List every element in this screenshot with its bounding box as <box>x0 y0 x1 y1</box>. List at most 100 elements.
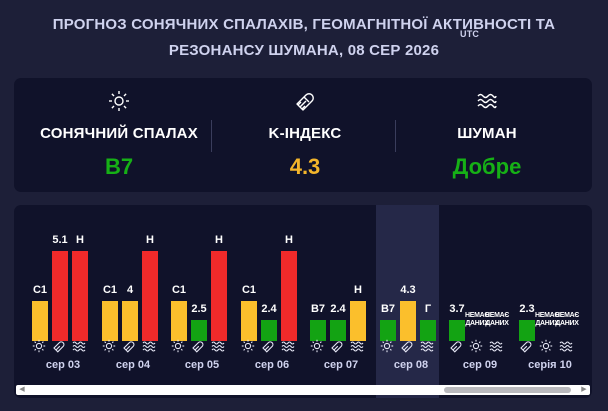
scroll-left-arrow-icon[interactable]: ◀ <box>19 386 25 393</box>
bar-value-label: C1 <box>171 284 187 296</box>
indicator-icons <box>32 339 96 355</box>
bar-value-label: Н <box>146 234 154 246</box>
schumann-value: Добре <box>452 154 522 179</box>
page-title: ПРОГНОЗ СОНЯЧНИХ СПАЛАХІВ, ГЕОМАГНІТНОЇ … <box>0 12 608 64</box>
magnet-icon <box>123 341 135 353</box>
forecast-bar <box>400 301 416 341</box>
forecast-bar <box>72 251 88 341</box>
forecast-bar <box>350 301 366 341</box>
indicator-icons <box>449 339 513 355</box>
forecast-bar <box>420 320 436 341</box>
bar-value-label: 2.4 <box>330 303 346 315</box>
title-line-2-wrap: РЕЗОНАНСУ ШУМАНА, 08 СЕР 2026 UTC <box>168 29 479 64</box>
divider <box>211 120 212 152</box>
bar-value-label: 3.7 <box>449 303 465 315</box>
magnet-icon <box>213 90 397 112</box>
day-label: сер 06 <box>254 359 290 371</box>
forecast-bar <box>449 320 465 341</box>
bar-value-label: 4.3 <box>400 284 416 296</box>
k-index-label: K-ІНДЕКС <box>268 125 342 142</box>
bar-value-label: Г <box>424 303 432 315</box>
sun-icon <box>14 90 224 112</box>
solar-flare-metric: СОНЯЧНИЙ СПАЛАХ B7 <box>14 78 224 192</box>
schumann-metric: ШУМАН Добре <box>397 78 577 192</box>
bar-value-label: НЕМАЄ ДАНИХ <box>534 312 560 327</box>
sun-icon <box>380 339 394 353</box>
bar-value-label: 4 <box>126 284 134 296</box>
bar-value-label: Н <box>285 234 293 246</box>
sun-icon <box>469 339 483 353</box>
title-line-1: ПРОГНОЗ СОНЯЧНИХ СПАЛАХІВ, ГЕОМАГНІТНОЇ … <box>52 16 556 33</box>
forecast-bar <box>330 320 346 341</box>
forecast-bar <box>380 320 396 341</box>
k-index-value: 4.3 <box>289 154 321 179</box>
indicator-icons <box>102 339 166 355</box>
bar-value-label: НЕМАЄ ДАНИХ <box>484 312 510 327</box>
summary-panel: СОНЯЧНИЙ СПАЛАХ B7 K-ІНДЕКС 4.3 ШУМАН До… <box>14 78 592 192</box>
forecast-bar <box>281 251 297 341</box>
bar-value-label: B7 <box>310 303 326 315</box>
indicator-icons <box>171 339 235 355</box>
forecast-bar <box>211 251 227 341</box>
forecast-bar <box>191 320 207 341</box>
timezone-label: UTC <box>460 29 480 39</box>
horizontal-scrollbar[interactable]: ◀ ▶ <box>16 385 590 395</box>
bar-value-label: C1 <box>241 284 257 296</box>
forecast-bar <box>310 320 326 341</box>
solar-flare-value: B7 <box>104 154 134 179</box>
sun-icon <box>310 339 324 353</box>
magnet-icon <box>520 341 532 353</box>
waves-icon <box>211 341 225 352</box>
magnet-icon <box>53 341 65 353</box>
scroll-right-arrow-icon[interactable]: ▶ <box>581 386 587 393</box>
forecast-bar <box>261 320 277 341</box>
bar-value-label: B7 <box>380 303 396 315</box>
scrollbar-thumb[interactable] <box>444 387 571 393</box>
sun-icon <box>32 339 46 353</box>
sun-icon <box>539 339 553 353</box>
indicator-icons <box>380 339 444 355</box>
forecast-bar <box>52 251 68 341</box>
bar-value-label: Н <box>215 234 223 246</box>
forecast-bar <box>171 301 187 341</box>
magnet-icon <box>450 341 462 353</box>
indicator-icons <box>310 339 374 355</box>
day-label: сер 08 <box>393 359 429 371</box>
magnet-icon <box>192 341 204 353</box>
magnet-icon <box>401 341 413 353</box>
waves-icon <box>489 341 503 352</box>
day-label: серія 10 <box>528 359 572 371</box>
bar-value-label: 2.3 <box>519 303 535 315</box>
waves-icon <box>142 341 156 352</box>
waves-icon <box>559 341 573 352</box>
magnet-icon <box>262 341 274 353</box>
title-line-2: РЕЗОНАНСУ ШУМАНА, 08 СЕР 2026 <box>168 42 440 59</box>
bar-value-label: НЕМАЄ ДАНИХ <box>554 312 580 327</box>
sun-icon <box>102 339 116 353</box>
day-label: сер 05 <box>184 359 220 371</box>
waves-icon <box>350 341 364 352</box>
bar-value-label: Н <box>354 284 362 296</box>
bar-value-label: C1 <box>32 284 48 296</box>
bar-value-label: 5.1 <box>52 234 68 246</box>
forecast-bar <box>32 301 48 341</box>
forecast-bar <box>122 301 138 341</box>
bar-value-label: Н <box>76 234 84 246</box>
day-label: сер 03 <box>45 359 81 371</box>
waves-icon <box>281 341 295 352</box>
forecast-bar <box>519 320 535 341</box>
waves-icon <box>72 341 86 352</box>
forecast-day-column: 2.3 НЕМАЄ ДАНИХ НЕМАЄ ДАНИХ серія 10 <box>519 205 585 381</box>
sun-icon <box>171 339 185 353</box>
bar-value-label: НЕМАЄ ДАНИХ <box>464 312 490 327</box>
bar-value-label: C1 <box>102 284 118 296</box>
waves-icon <box>397 90 577 112</box>
schumann-label: ШУМАН <box>457 125 517 142</box>
day-label: сер 09 <box>462 359 498 371</box>
